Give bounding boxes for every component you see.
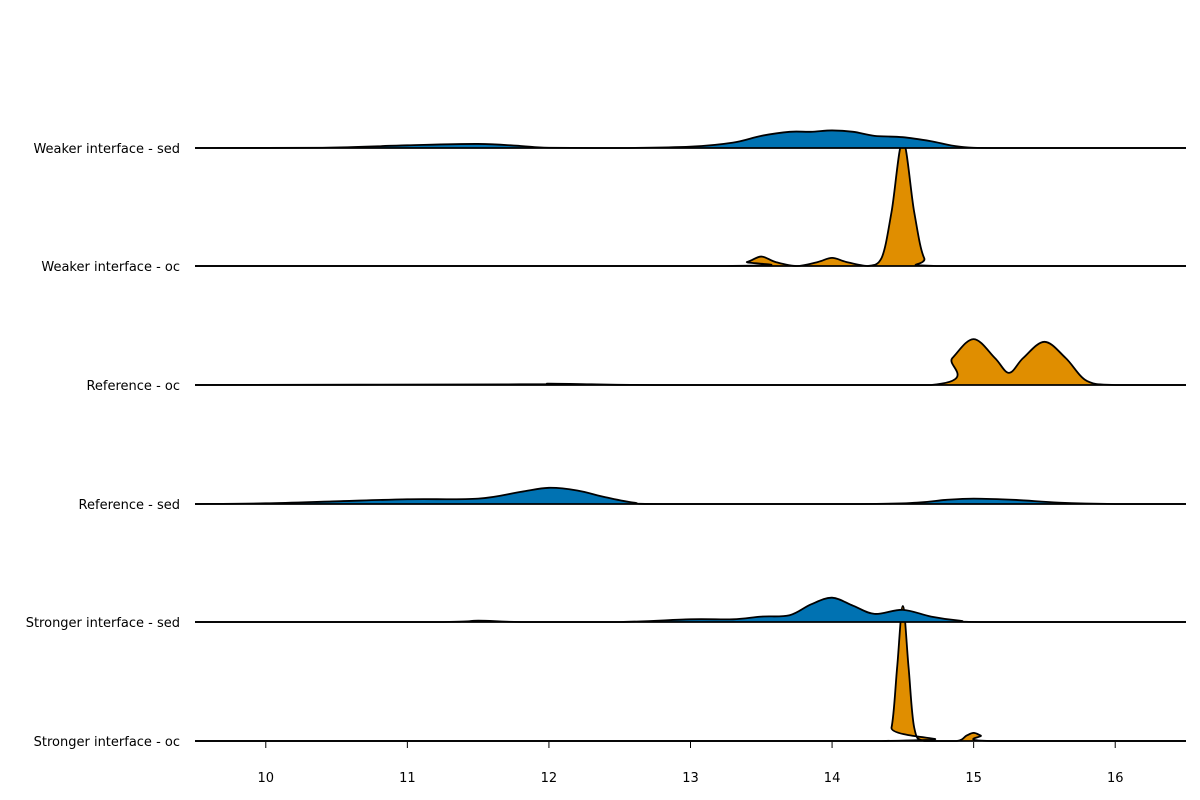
row-label: Stronger interface - oc — [34, 735, 180, 750]
ridge-outline — [195, 139, 1186, 267]
x-axis: 10 11 12 13 14 15 16 — [258, 742, 1124, 786]
ridge-area-sed — [195, 130, 1186, 148]
ridge-4: Stronger interface - sed — [26, 596, 1186, 631]
x-tick-label: 15 — [965, 771, 982, 786]
row-label: Stronger interface - sed — [26, 616, 180, 631]
ridge-outline — [195, 596, 1186, 623]
row-label: Reference - sed — [79, 498, 180, 513]
row-label: Reference - oc — [86, 379, 180, 394]
ridge-outline — [194, 338, 1186, 386]
ridge-rows: Stronger interface - oc Stronger interfac… — [26, 129, 1186, 750]
ridge-outline — [194, 129, 1186, 149]
ridge-0: Weaker interface - sed — [33, 129, 1186, 157]
x-tick-label: 12 — [541, 771, 558, 786]
row-label: Weaker interface - sed — [33, 142, 180, 157]
ridge-area-oc — [195, 339, 1186, 385]
ridge-outline — [194, 486, 1186, 505]
ridge-2: Reference - oc — [86, 338, 1186, 394]
x-tick-label: 11 — [399, 771, 416, 786]
x-tick-label: 13 — [682, 771, 699, 786]
row-label: Weaker interface - oc — [41, 260, 180, 275]
ridge-area-sed — [195, 597, 1186, 622]
ridge-3: Reference - sed — [79, 486, 1186, 513]
x-tick-label: 14 — [824, 771, 841, 786]
ridge-outline — [195, 605, 1186, 742]
ridge-1: Weaker interface - oc — [41, 139, 1186, 275]
ridge-5: Stronger interface - oc — [34, 605, 1186, 750]
ridge-area-oc — [195, 140, 1186, 266]
ridge-area-oc — [195, 606, 1186, 741]
x-tick-label: 10 — [258, 771, 275, 786]
x-tick-label: 16 — [1107, 771, 1124, 786]
